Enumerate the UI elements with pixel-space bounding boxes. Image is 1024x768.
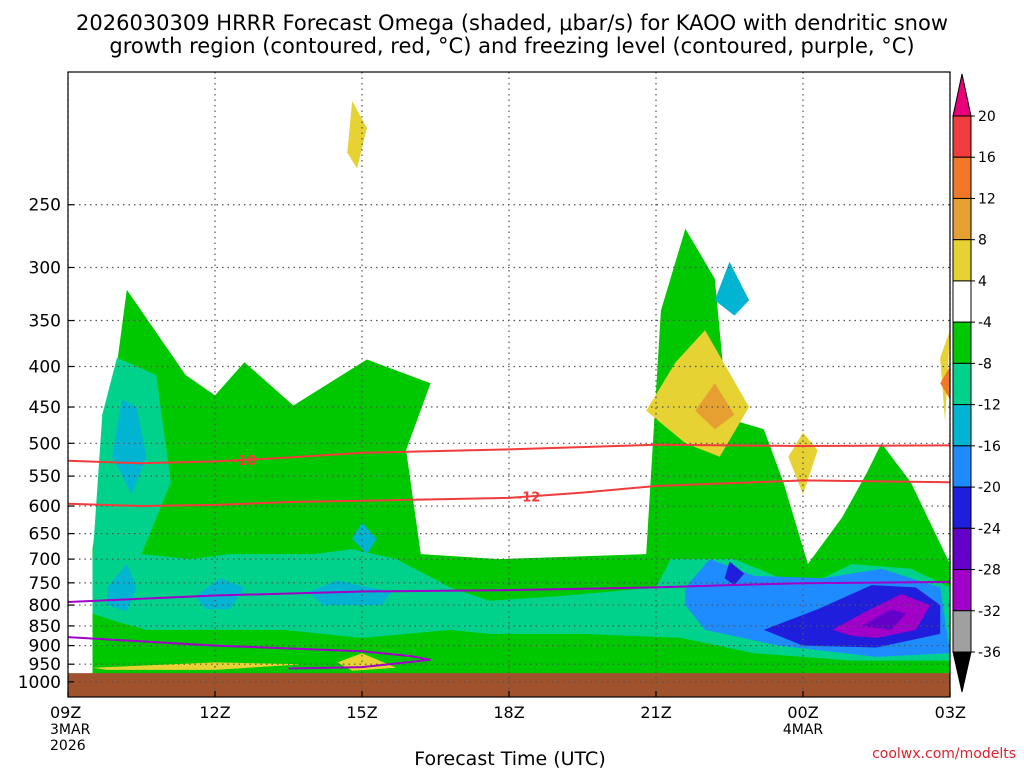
colorbar-label--12: -12 <box>978 398 1001 414</box>
colorbar-bin-12-16 <box>952 156 972 199</box>
colorbar-label-8: 8 <box>978 233 987 249</box>
colorbar-bin--32--28 <box>952 569 972 612</box>
ground-layer <box>68 673 950 697</box>
y-tick-label-500: 500 <box>29 434 61 454</box>
dgz-contour-label--12: -12 <box>517 491 541 506</box>
omega-region-cyan-3 <box>112 399 147 495</box>
y-tick-label-450: 450 <box>29 398 61 418</box>
y-tick-label-300: 300 <box>29 258 61 278</box>
colorbar-label-12: 12 <box>978 191 996 207</box>
x-tick-date-3MAR: 3MAR <box>50 722 91 738</box>
colorbar-label-16: 16 <box>978 150 996 166</box>
y-tick-label-400: 400 <box>29 357 61 377</box>
colorbar-bin-4-8 <box>952 239 972 282</box>
colorbar-bin-8-12 <box>952 197 972 241</box>
dgz-contour-label--18: -18 <box>233 454 257 469</box>
colorbar-bin--20--16 <box>952 445 972 488</box>
y-tick-label-950: 950 <box>29 655 61 675</box>
omega-region-yellow-20 <box>347 101 367 169</box>
freezing-level-contour-1 <box>67 636 431 670</box>
colorbar-bin-16-20 <box>952 115 972 158</box>
colorbar-label--28: -28 <box>978 563 1001 579</box>
x-tick-label-00Z: 00Z <box>787 703 818 722</box>
y-tick-label-600: 600 <box>29 497 61 517</box>
colorbar-bin--12--8 <box>952 362 972 406</box>
axes-layer: 2503003504004505005506006507007508008509… <box>18 71 966 754</box>
ground-below-surface <box>68 673 950 697</box>
x-tick-label-15Z: 15Z <box>346 703 377 722</box>
colorbar-bin--28--24 <box>952 527 972 571</box>
y-tick-label-750: 750 <box>29 574 61 594</box>
colorbar-label--4: -4 <box>978 315 992 331</box>
colorbar-label-4: 4 <box>978 274 987 290</box>
omega-region-violet-12 <box>861 609 906 630</box>
dgz-contour-line--18 <box>67 443 951 465</box>
colorbar-label--16: -16 <box>978 439 1001 455</box>
x-tick-label-03Z: 03Z <box>935 703 966 722</box>
colorbar-bin--36--32 <box>952 610 972 653</box>
y-tick-label-850: 850 <box>29 617 61 637</box>
y-tick-label-1000: 1000 <box>18 673 61 693</box>
x-tick-label-12Z: 12Z <box>199 703 230 722</box>
colorbar-top-arrow <box>952 73 972 117</box>
omega-region-orange-16 <box>940 366 950 400</box>
colorbar-bin--24--20 <box>952 486 972 529</box>
omega-region-yellow-13 <box>646 330 750 457</box>
colorbar-label--20: -20 <box>978 480 1001 496</box>
omega-region-dark_blue-9 <box>724 561 745 586</box>
x-tick-year-2026: 2026 <box>50 738 86 754</box>
x-axis-label: Forecast Time (UTC) <box>414 748 605 768</box>
grid-layer <box>67 72 951 697</box>
colorbar-label-20: 20 <box>978 109 996 125</box>
y-tick-label-350: 350 <box>29 312 61 332</box>
contour-layer: -18 -12 <box>67 443 951 670</box>
x-tick-date-4MAR: 4MAR <box>783 722 824 738</box>
colorbar-label--24: -24 <box>978 521 1001 537</box>
y-tick-label-800: 800 <box>29 596 61 616</box>
omega-region-cyan-4 <box>195 578 245 610</box>
dgz-contour-line--12 <box>67 479 951 508</box>
colorbar-bottom-arrow <box>952 651 972 693</box>
colorbar-label--36: -36 <box>978 645 1001 661</box>
colorbar: 20 16 12 8 4 -4 -8 -12 -16 -20 -24 -28 -32 -36 <box>952 73 1001 693</box>
omega-region-gold-14 <box>695 383 735 430</box>
y-tick-label-250: 250 <box>29 196 61 216</box>
x-tick-label-21Z: 21Z <box>640 703 671 722</box>
colorbar-label--32: -32 <box>978 604 1001 620</box>
colorbar-bin--16--12 <box>952 404 972 447</box>
colorbar-label--8: -8 <box>978 356 992 372</box>
x-tick-label-09Z: 09Z <box>50 703 81 722</box>
colorbar-bin--4-4 <box>952 280 972 323</box>
chart-title-line2: growth region (contoured, red, °C) and f… <box>109 34 914 58</box>
y-tick-label-650: 650 <box>29 525 61 545</box>
omega-region-cyan-7 <box>714 261 750 316</box>
y-tick-label-900: 900 <box>29 637 61 657</box>
colorbar-bin--8--4 <box>952 321 972 364</box>
x-tick-label-18Z: 18Z <box>493 703 524 722</box>
y-tick-label-700: 700 <box>29 550 61 570</box>
source-credit: coolwx.com/modelts <box>872 746 1016 762</box>
y-tick-label-550: 550 <box>29 467 61 487</box>
freezing-level-contour-0 <box>67 580 951 603</box>
chart-title-line1: 2026030309 HRRR Forecast Omega (shaded, … <box>76 11 948 35</box>
omega-region-cyan-6 <box>352 522 377 555</box>
